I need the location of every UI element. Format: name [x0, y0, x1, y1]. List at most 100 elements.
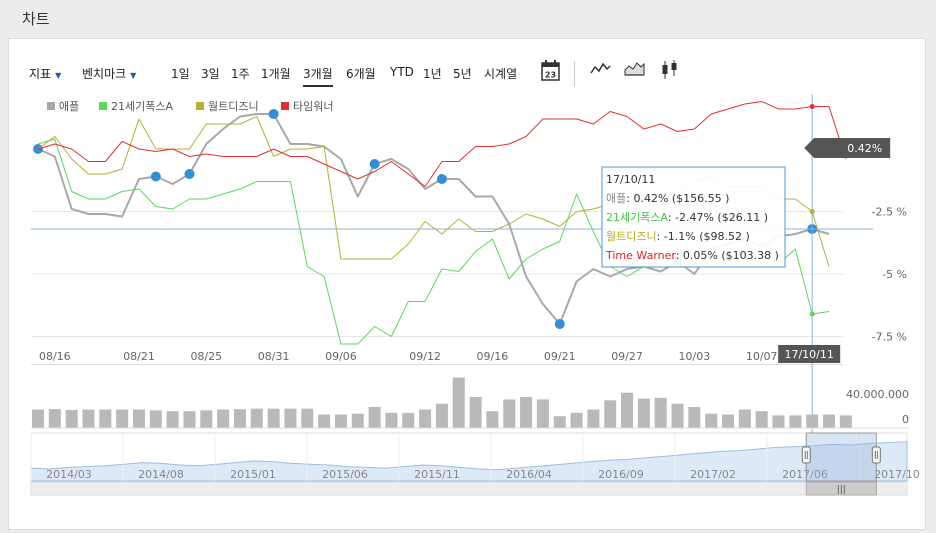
volume-bar-26 — [469, 396, 482, 428]
series-point-0-2 — [184, 169, 195, 179]
x-tick-label-8: 09/27 — [611, 350, 643, 363]
volume-bar-21 — [385, 412, 398, 428]
calendar-icon[interactable]: 23 — [540, 59, 562, 83]
tooltip-box — [601, 166, 786, 268]
x-tick-label-0: 08/16 — [39, 350, 71, 363]
tooltip-date: 17/10/11 — [606, 173, 655, 186]
navigator-scrollbar-thumb — [805, 481, 877, 496]
navigator-tick-3: 2015/06 — [322, 468, 368, 481]
y-tick-label-0: -2.5 % — [872, 206, 907, 219]
x-tick-label-1: 08/21 — [123, 350, 155, 363]
indicator-dropdown[interactable]: 지표 ▼ — [29, 65, 61, 82]
volume-bar-4 — [99, 409, 112, 428]
volume-bar-14 — [267, 408, 280, 428]
tooltip-row-1: 21세기폭스A: -2.47% ($26.11 ) — [606, 211, 768, 224]
tooltip-series-value-0: : 0.42% ($156.55 ) — [626, 192, 729, 205]
volume-axis-top: 40.000.000 — [846, 388, 909, 401]
range-6m[interactable]: 6개월 — [346, 67, 376, 81]
toolbar-separator — [574, 61, 575, 87]
navigator-tick-2: 2015/01 — [230, 468, 276, 481]
volume-bar-20 — [368, 407, 381, 428]
volume-bar-41 — [722, 414, 735, 428]
volume-chart: 40.000.000 0 — [31, 377, 909, 429]
navigator-selection — [805, 432, 877, 482]
navigator-tick-5: 2016/04 — [506, 468, 552, 481]
line-chart-icon[interactable] — [589, 59, 611, 79]
y-tick-label-2: -7.5 % — [872, 331, 907, 344]
range-1m[interactable]: 1개월 — [261, 67, 291, 81]
navigator-tick-4: 2015/11 — [414, 468, 460, 481]
benchmark-dropdown[interactable]: 벤치마크 ▼ — [82, 65, 136, 82]
volume-bar-3 — [82, 409, 95, 428]
tooltip-series-value-3: : 0.05% ($103.38 ) — [676, 249, 779, 262]
range-all[interactable]: 시계열 — [484, 67, 518, 81]
volume-bar-31 — [553, 416, 566, 428]
navigator-area — [30, 441, 908, 482]
series-point-0-1 — [150, 171, 161, 182]
navigator-tick-9: 2017/10 — [874, 468, 920, 481]
volume-bar-11 — [217, 409, 230, 428]
tooltip-series-name-2: 월트디즈니 — [606, 230, 657, 243]
range-1d[interactable]: 1일 — [171, 67, 190, 81]
legend-label-1: 21세기폭스A — [111, 100, 173, 113]
volume-bar-6 — [132, 409, 145, 428]
series-line-3 — [37, 101, 847, 187]
volume-bar-1 — [48, 409, 61, 428]
volume-bar-35 — [621, 392, 634, 428]
legend-swatch-3 — [281, 102, 289, 110]
navigator-tick-7: 2017/02 — [690, 468, 736, 481]
tooltip-row-2: 월트디즈니: -1.1% ($98.52 ) — [606, 230, 750, 243]
page-title: 차트 — [22, 10, 50, 28]
volume-bar-19 — [351, 413, 364, 428]
volume-bar-43 — [755, 411, 768, 428]
x-axis: 08/16 08/21 08/25 08/31 09/06 09/12 09/16 09/21… — [39, 350, 833, 363]
range-ytd[interactable]: YTD — [390, 65, 414, 79]
volume-bar-29 — [520, 396, 533, 428]
x-tick-label-9: 10/03 — [679, 350, 711, 363]
navigator-scrollbar-track — [30, 481, 908, 496]
volume-bar-32 — [570, 412, 583, 428]
range-1w[interactable]: 1주 — [231, 67, 250, 81]
tooltip-series-value-2: : -1.1% ($98.52 ) — [657, 230, 750, 243]
legend-label-0: 애플 — [59, 100, 79, 113]
caret-down-icon: ▼ — [130, 71, 137, 80]
navigator[interactable]: 2014/03 2014/08 2015/01 2015/06 2015/11 2016/… — [30, 432, 920, 496]
navigator-tick-0: 2014/03 — [46, 468, 92, 481]
candlestick-chart-icon[interactable] — [659, 59, 681, 81]
range-3d[interactable]: 3일 — [201, 67, 220, 81]
volume-bar-46 — [806, 414, 819, 428]
legend-swatch-0 — [47, 102, 55, 110]
volume-bar-33 — [587, 409, 600, 428]
navigator-handle-1 — [871, 446, 881, 464]
volume-bar-36 — [637, 398, 650, 428]
range-5y[interactable]: 5년 — [453, 67, 472, 81]
volume-bar-30 — [536, 399, 549, 428]
benchmark-label: 벤치마크 — [82, 67, 127, 81]
volume-bar-42 — [738, 409, 751, 428]
indicator-label: 지표 — [29, 67, 52, 81]
volume-bar-12 — [233, 409, 246, 428]
range-3m[interactable]: 3개월 — [303, 65, 333, 87]
volume-bar-16 — [301, 408, 314, 428]
series-point-0-4 — [369, 159, 380, 169]
area-chart-icon[interactable] — [623, 59, 645, 79]
navigator-tick-6: 2016/09 — [598, 468, 644, 481]
legend-swatch-1 — [99, 102, 107, 110]
legend-label-3: 타임워너 — [293, 100, 333, 113]
volume-bar-24 — [435, 403, 448, 428]
volume-bar-25 — [452, 377, 465, 428]
volume-bar-22 — [402, 412, 415, 428]
range-1y[interactable]: 1년 — [423, 67, 442, 81]
crosshair-y-box — [804, 138, 891, 158]
series-point-0-3 — [268, 109, 279, 119]
chart-panel: 지표 ▼ 벤치마크 ▼ 1일 3일 1주 1개월 3개월 6개월 YTD 1년 5년… — [8, 38, 926, 530]
volume-bar-38 — [671, 403, 684, 428]
volume-bar-2 — [65, 409, 78, 428]
crosshair-x-label: 17/10/11 — [784, 348, 833, 361]
y-axis: -2.5 % -5 % -7.5 % — [872, 206, 907, 344]
volume-bar-9 — [183, 411, 196, 428]
chart-svg[interactable]: 애플 21세기폭스A 월트디즈니 타임워너 -2.5 % -5 % -7.5 % 08/1… — [9, 39, 925, 519]
volume-bar-40 — [705, 413, 718, 428]
volume-bar-17 — [318, 414, 331, 428]
x-tick-label-10: 10/07 — [746, 350, 778, 363]
